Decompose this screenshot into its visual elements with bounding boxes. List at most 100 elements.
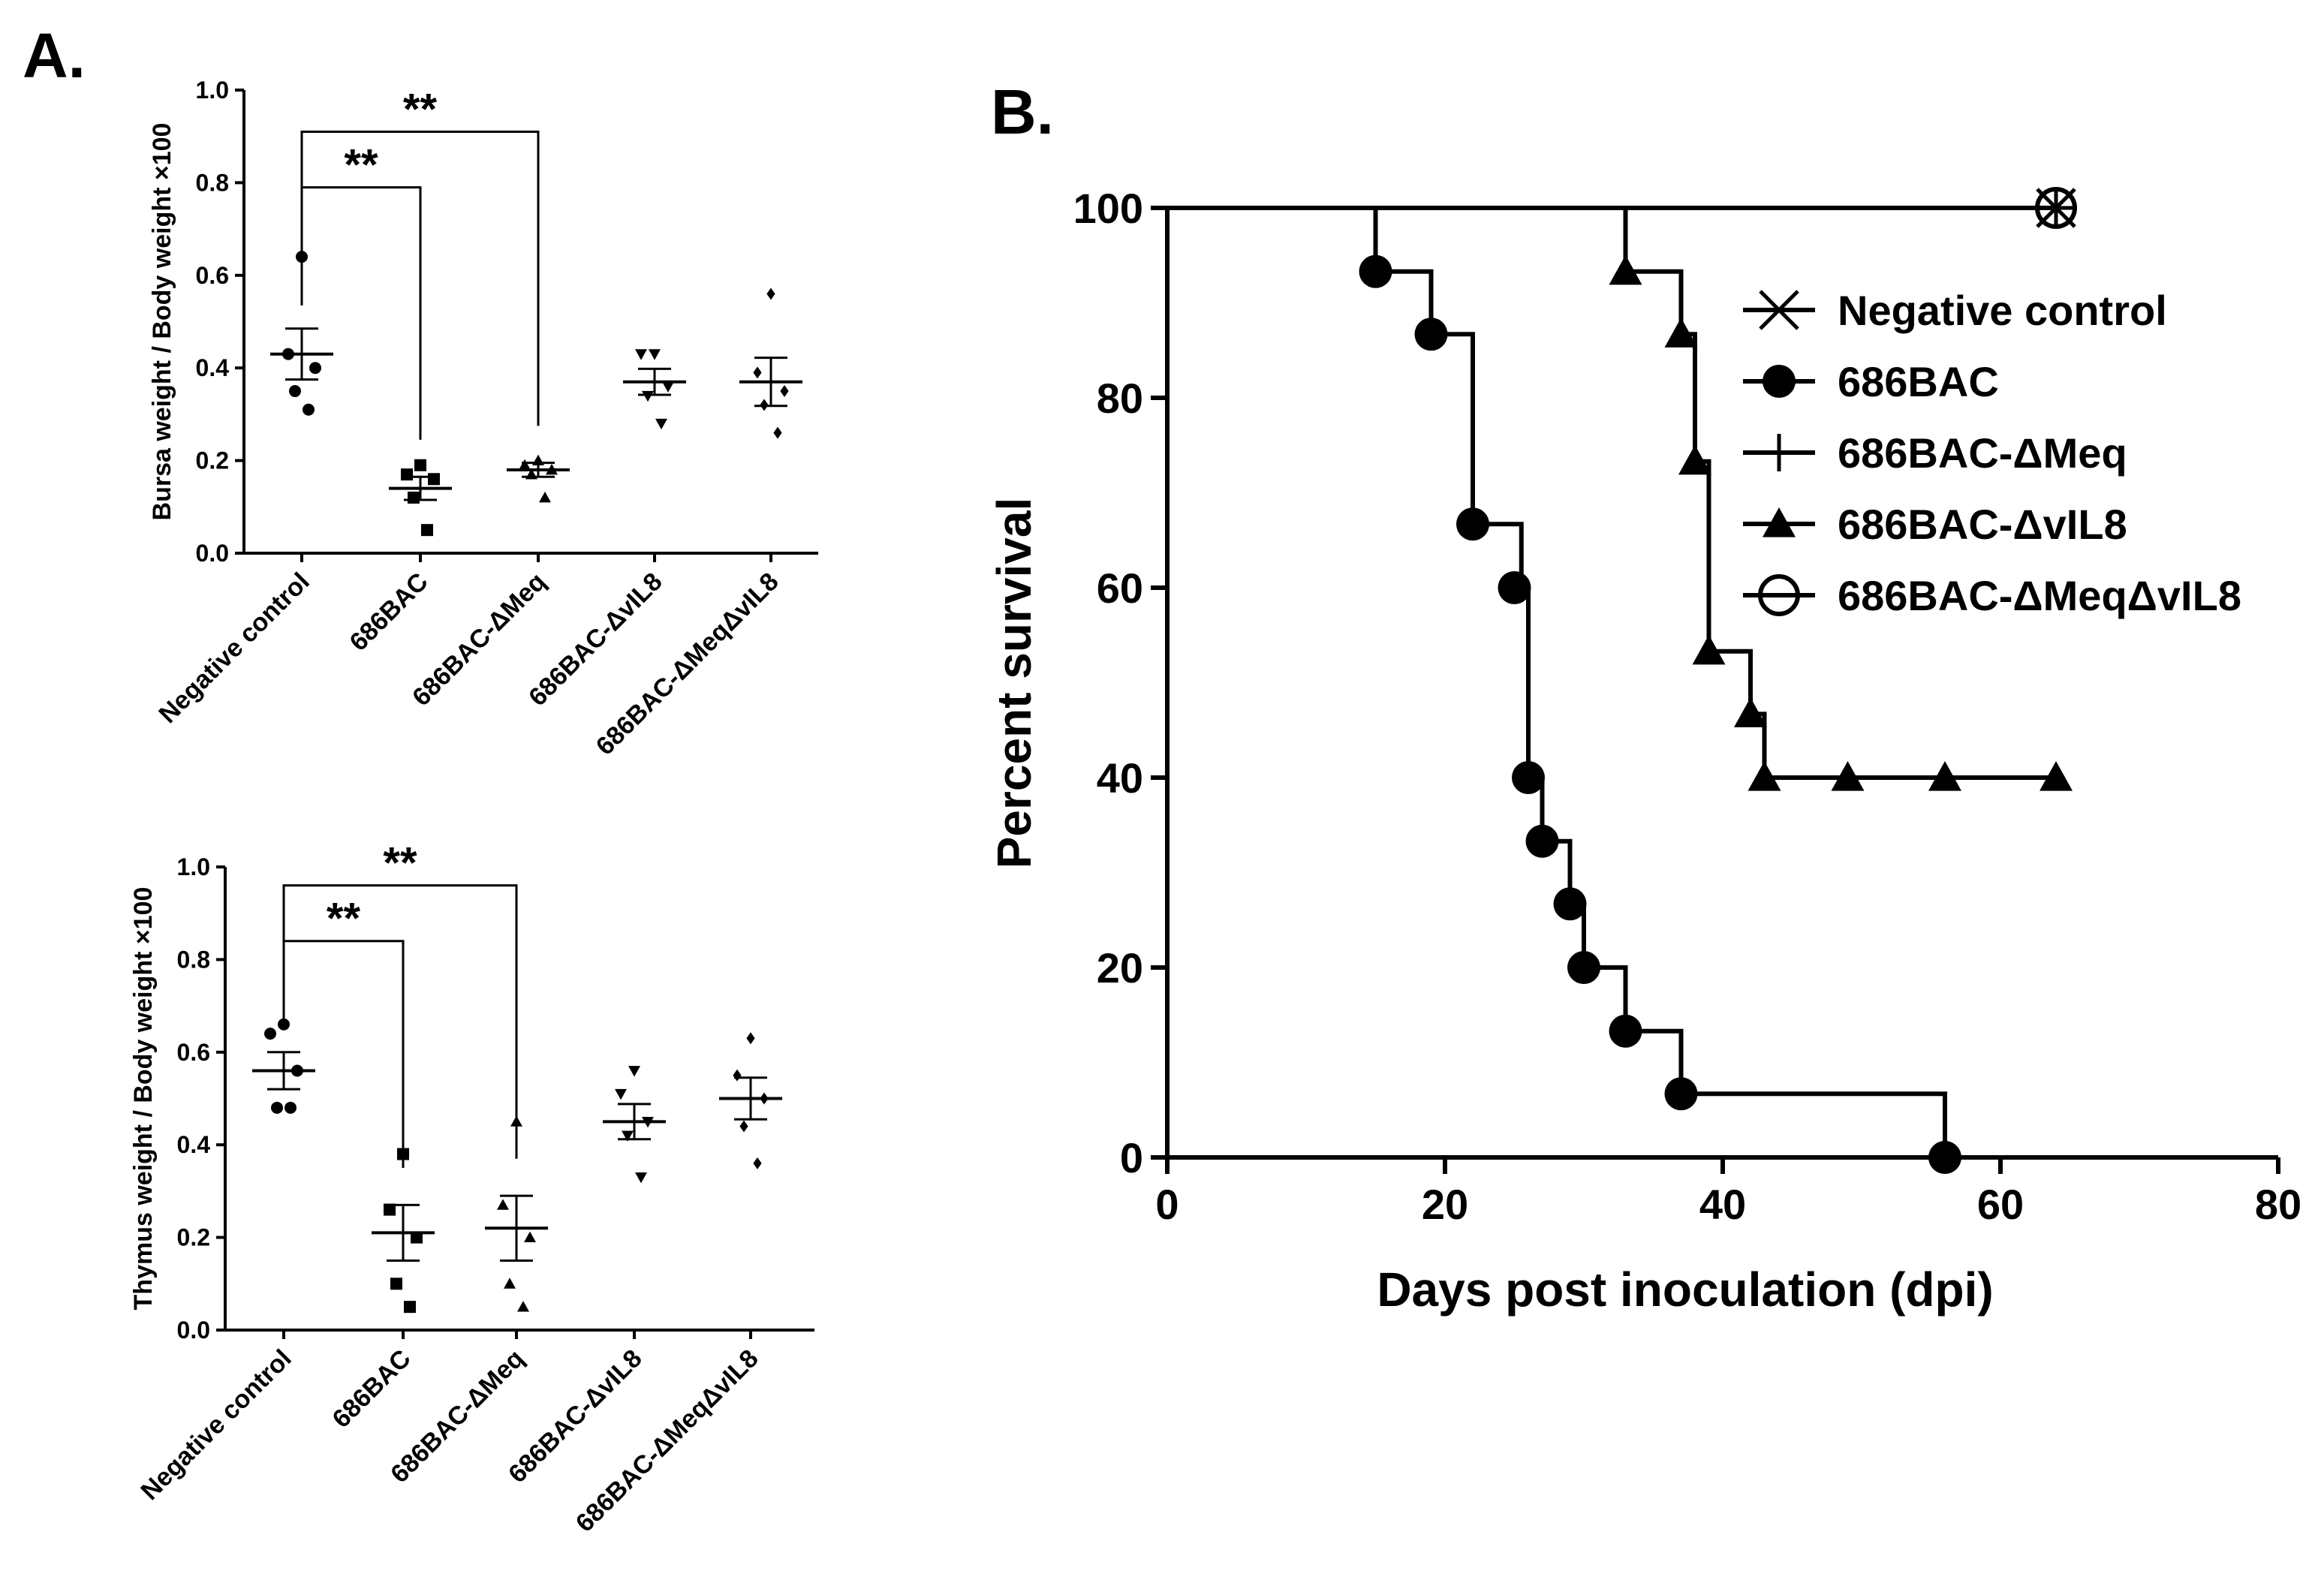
y-tick-label: 0.0 <box>177 1317 210 1344</box>
data-point <box>264 1028 276 1040</box>
legend-marker <box>1760 434 1798 471</box>
legend-marker <box>1763 507 1796 537</box>
y-tick-label: 0.6 <box>177 1039 210 1066</box>
y-tick-label: 80 <box>1097 375 1143 422</box>
data-point <box>622 1130 634 1142</box>
survival-point <box>1609 254 1642 285</box>
legend-marker <box>1759 290 1799 330</box>
y-axis-label: Thymus weight / Body weight ×100 <box>129 887 158 1311</box>
y-tick-label: 0.2 <box>177 1224 210 1251</box>
y-tick-label: 0.0 <box>196 540 229 567</box>
survival-point <box>1512 761 1545 794</box>
legend-label: 686BAC <box>1838 358 1999 405</box>
data-point <box>753 366 762 379</box>
data-point <box>655 418 667 430</box>
y-tick-label: 0.8 <box>177 946 210 973</box>
x-tick-label: Negative control <box>153 567 315 729</box>
significance-label: ** <box>383 839 417 888</box>
significance-bracket <box>300 186 422 440</box>
x-tick-label: 686BAC <box>327 1344 417 1434</box>
x-tick-label: 0 <box>1155 1181 1179 1228</box>
y-tick-label: 100 <box>1073 185 1143 232</box>
x-axis-label: Days post inoculation (dpi) <box>1377 1262 1993 1317</box>
data-point <box>519 459 531 471</box>
data-point <box>766 287 775 300</box>
significance-label: ** <box>327 895 361 943</box>
survival-point <box>2037 189 2075 227</box>
y-tick-label: 0 <box>1120 1134 1143 1181</box>
data-point <box>390 1278 402 1290</box>
data-point <box>642 390 654 402</box>
significance-bracket <box>300 131 540 426</box>
data-point <box>289 385 301 398</box>
legend-marker <box>1758 574 1800 616</box>
data-point <box>408 491 420 504</box>
data-point <box>733 1069 742 1082</box>
x-tick-label: 80 <box>2255 1181 2301 1228</box>
data-point <box>404 1301 416 1314</box>
bursa-chart: 0.0 0.2 0.4 0.6 0.8 1.0 Bursa weight / Body we… <box>148 77 818 761</box>
survival-point <box>1928 761 1961 791</box>
survival-point <box>1678 444 1711 475</box>
survival-point <box>1734 697 1767 727</box>
y-axis-label: Bursa weight / Body weight ×100 <box>148 123 176 521</box>
survival-point <box>1928 1141 1961 1174</box>
y-tick-label: 0.6 <box>196 262 229 289</box>
survival-point <box>1609 1014 1642 1048</box>
panel-label-b: B. <box>991 77 1054 147</box>
survival-point <box>1359 254 1392 288</box>
significance-label: ** <box>344 141 378 190</box>
x-tick-label: 40 <box>1699 1181 1746 1228</box>
x-tick-label: 60 <box>1977 1181 2024 1228</box>
legend-marker <box>1763 365 1796 398</box>
survival-point <box>1525 824 1559 858</box>
legend-label: 686BAC-ΔMeq <box>1838 429 2127 477</box>
y-tick-label: 0.8 <box>196 169 229 196</box>
data-point <box>497 1199 509 1210</box>
significance-bracket <box>282 940 405 1169</box>
survival-point <box>1414 318 1448 351</box>
data-point <box>271 1101 283 1114</box>
thymus-chart: 0.0 0.2 0.4 0.6 0.8 1.0 Thymus weight / Body w… <box>129 839 814 1538</box>
survival-point <box>1664 318 1698 348</box>
data-point <box>773 426 782 439</box>
y-tick-label: 0.4 <box>196 354 230 381</box>
survival-chart: 0 20 40 60 80 100 0 20 40 60 80 Days post inoculati… <box>987 185 2301 1317</box>
data-point <box>414 459 426 471</box>
survival-point <box>1456 507 1489 541</box>
data-point <box>628 1066 640 1077</box>
legend-label: 686BAC-ΔvIL8 <box>1838 501 2127 548</box>
y-tick-label: 1.0 <box>177 853 210 880</box>
panel-label-a: A. <box>23 20 86 91</box>
y-tick-label: 0.4 <box>177 1131 211 1158</box>
data-point <box>284 1101 297 1114</box>
data-point <box>524 1231 536 1242</box>
survival-point <box>2040 761 2073 791</box>
survival-line-1 <box>1167 206 1947 1157</box>
x-tick-label: 686BAC <box>345 567 434 657</box>
data-point <box>753 1157 762 1169</box>
survival-point <box>1831 761 1865 791</box>
data-point <box>635 349 647 360</box>
data-point <box>309 362 321 375</box>
data-point <box>746 1032 755 1045</box>
data-point <box>539 491 551 503</box>
data-point <box>662 381 674 393</box>
data-point <box>615 1088 627 1100</box>
y-tick-label: 20 <box>1097 944 1143 992</box>
significance-label: ** <box>403 86 438 134</box>
survival-point <box>1664 1077 1698 1111</box>
survival-point <box>1553 887 1587 921</box>
data-point <box>411 1231 423 1244</box>
data-point <box>780 385 789 398</box>
survival-point <box>2035 187 2077 229</box>
legend-label: Negative control <box>1838 287 2167 334</box>
data-point <box>303 403 315 416</box>
data-point <box>421 524 433 537</box>
y-tick-label: 60 <box>1097 564 1143 612</box>
survival-point <box>1567 951 1600 984</box>
legend-label: 686BAC-ΔMeqΔvIL8 <box>1838 572 2241 619</box>
survival-point <box>1748 761 1781 791</box>
x-tick-label: Negative control <box>135 1344 297 1506</box>
